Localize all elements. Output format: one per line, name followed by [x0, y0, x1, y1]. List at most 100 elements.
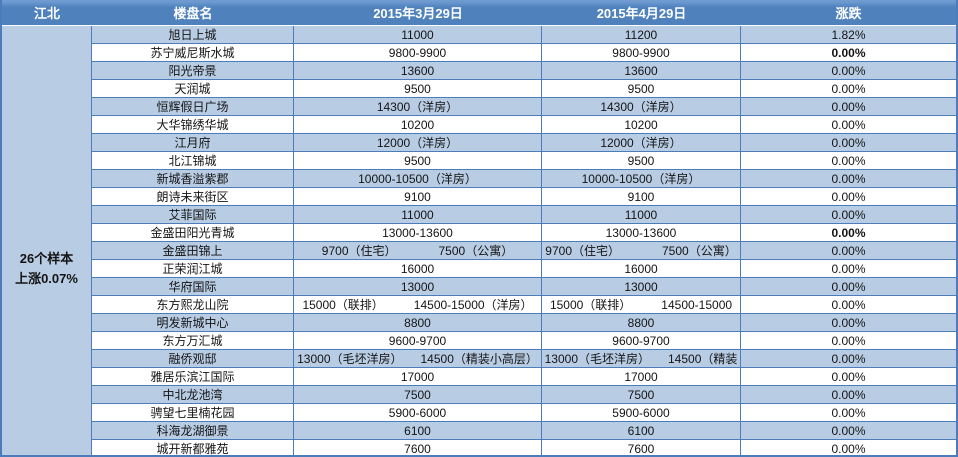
cell-price-march: 9800-9900	[294, 44, 542, 62]
cell-change: 0.00%	[741, 242, 956, 260]
cell-property-name: 融侨观邸	[92, 350, 294, 368]
cell-change: 0.00%	[741, 44, 956, 62]
cell-change: 0.00%	[741, 224, 956, 242]
column-header-change: 涨跌	[741, 0, 956, 26]
table-row: 华府国际 13000 13000 0.00%	[2, 278, 956, 296]
cell-price-april: 9800-9900	[542, 44, 741, 62]
cell-change: 0.00%	[741, 404, 956, 422]
table-row: 苏宁威尼斯水城 9800-9900 9800-9900 0.00%	[2, 44, 956, 62]
cell-change: 0.00%	[741, 422, 956, 440]
cell-change: 0.00%	[741, 440, 956, 456]
cell-property-name: 天润城	[92, 80, 294, 98]
cell-price-march: 15000（联排） 14500-15000（洋房）	[294, 296, 542, 314]
cell-price-march: 16000	[294, 260, 542, 278]
cell-price-april: 14300（洋房）	[542, 98, 741, 116]
table-row: 金盛田锦上 9700（住宅） 7500（公寓） 9700（住宅） 7500（公寓） 0…	[2, 242, 956, 260]
cell-price-april: 9600-9700	[542, 332, 741, 350]
cell-price-april: 8800	[542, 314, 741, 332]
table-row: 大华锦绣华城 10200 10200 0.00%	[2, 116, 956, 134]
table-row: 北江锦城 9500 9500 0.00%	[2, 152, 956, 170]
table-row: 恒辉假日广场 14300（洋房） 14300（洋房） 0.00%	[2, 98, 956, 116]
table-row: 金盛田阳光青城 13000-13600 13000-13600 0.00%	[2, 224, 956, 242]
column-header-date-march: 2015年3月29日	[294, 0, 542, 26]
cell-change: 0.00%	[741, 188, 956, 206]
cell-change: 0.00%	[741, 206, 956, 224]
cell-price-march: 13000-13600	[294, 224, 542, 242]
cell-price-march: 14300（洋房）	[294, 98, 542, 116]
cell-price-april: 7600	[542, 440, 741, 455]
cell-change: 0.00%	[741, 386, 956, 404]
cell-change: 0.00%	[741, 350, 956, 368]
cell-change: 0.00%	[741, 332, 956, 350]
cell-price-april: 17000	[542, 368, 741, 386]
cell-property-name: 江月府	[92, 134, 294, 152]
cell-property-name: 城开新都雅苑	[92, 440, 294, 455]
table-row: 科海龙湖御景 6100 6100 0.00%	[2, 422, 956, 440]
sample-change-label: 上涨0.07%	[15, 270, 78, 286]
table-row: 明发新城中心 8800 8800 0.00%	[2, 314, 956, 332]
cell-price-march: 9700（住宅） 7500（公寓）	[294, 242, 542, 260]
cell-price-march: 7600	[294, 440, 542, 455]
cell-price-march: 12000（洋房）	[294, 134, 542, 152]
cell-property-name: 正荣润江城	[92, 260, 294, 278]
cell-price-april: 13000（毛坯洋房） 14500（精装	[542, 350, 741, 368]
cell-price-march: 13000（毛坯洋房） 14500（精装小高层）	[294, 350, 542, 368]
column-header-region: 江北	[2, 0, 92, 26]
cell-property-name: 东方熙龙山院	[92, 296, 294, 314]
table-row: 骋望七里楠花园 5900-6000 5900-6000 0.00%	[2, 404, 956, 422]
cell-property-name: 新城香溢紫郡	[92, 170, 294, 188]
table-row: 26个样本 上涨0.07% 旭日上城 11000 11200 1.82%	[2, 26, 956, 455]
table-row: 东方熙龙山院 15000（联排） 14500-15000（洋房） 15000（联排）…	[2, 296, 956, 314]
cell-property-name: 大华锦绣华城	[92, 116, 294, 134]
cell-property-name: 金盛田锦上	[92, 242, 294, 260]
cell-change: 0.00%	[741, 296, 956, 314]
cell-property-name: 雅居乐滨江国际	[92, 368, 294, 386]
cell-property-name: 华府国际	[92, 278, 294, 296]
table-body: 26个样本 上涨0.07% 旭日上城 11000 11200 1.82% 苏宁威尼斯水城 98…	[2, 26, 956, 456]
cell-price-april: 10200	[542, 116, 741, 134]
cell-change: 0.00%	[741, 80, 956, 98]
samples-summary-cell: 26个样本 上涨0.07%	[2, 26, 92, 455]
cell-change: 0.00%	[741, 170, 956, 188]
cell-price-april: 11000	[542, 206, 741, 224]
cell-price-april: 9100	[542, 188, 741, 206]
cell-price-april: 13000	[542, 278, 741, 296]
cell-price-march: 5900-6000	[294, 404, 542, 422]
cell-property-name: 东方万汇城	[92, 332, 294, 350]
table-row: 新城香溢紫郡 10000-10500（洋房） 10000-10500（洋房） 0.00…	[2, 170, 956, 188]
cell-change: 0.00%	[741, 260, 956, 278]
cell-change: 1.82%	[741, 26, 956, 44]
cell-price-march: 9500	[294, 80, 542, 98]
cell-price-april: 11200	[542, 26, 741, 44]
cell-property-name: 朗诗未来街区	[92, 188, 294, 206]
cell-price-march: 17000	[294, 368, 542, 386]
cell-price-march: 6100	[294, 422, 542, 440]
cell-property-name: 苏宁威尼斯水城	[92, 44, 294, 62]
cell-price-march: 11000	[294, 26, 542, 44]
cell-price-april: 10000-10500（洋房）	[542, 170, 741, 188]
table-row: 艾菲国际 11000 11000 0.00%	[2, 206, 956, 224]
cell-price-march: 13600	[294, 62, 542, 80]
cell-price-april: 13600	[542, 62, 741, 80]
cell-price-april: 5900-6000	[542, 404, 741, 422]
cell-price-march: 10200	[294, 116, 542, 134]
header-row: 江北 楼盘名 2015年3月29日 2015年4月29日 涨跌	[2, 0, 956, 26]
cell-price-march: 9500	[294, 152, 542, 170]
cell-price-april: 13000-13600	[542, 224, 741, 242]
column-header-date-april: 2015年4月29日	[542, 0, 741, 26]
table-row: 融侨观邸 13000（毛坯洋房） 14500（精装小高层） 13000（毛坯洋房） …	[2, 350, 956, 368]
cell-price-april: 9700（住宅） 7500（公寓）	[542, 242, 741, 260]
cell-change: 0.00%	[741, 314, 956, 332]
table-row: 正荣润江城 16000 16000 0.00%	[2, 260, 956, 278]
cell-property-name: 明发新城中心	[92, 314, 294, 332]
cell-property-name: 中北龙池湾	[92, 386, 294, 404]
cell-price-march: 10000-10500（洋房）	[294, 170, 542, 188]
cell-change: 0.00%	[741, 368, 956, 386]
cell-price-april: 7500	[542, 386, 741, 404]
cell-price-april: 6100	[542, 422, 741, 440]
cell-property-name: 金盛田阳光青城	[92, 224, 294, 242]
cell-property-name: 艾菲国际	[92, 206, 294, 224]
cell-change: 0.00%	[741, 98, 956, 116]
